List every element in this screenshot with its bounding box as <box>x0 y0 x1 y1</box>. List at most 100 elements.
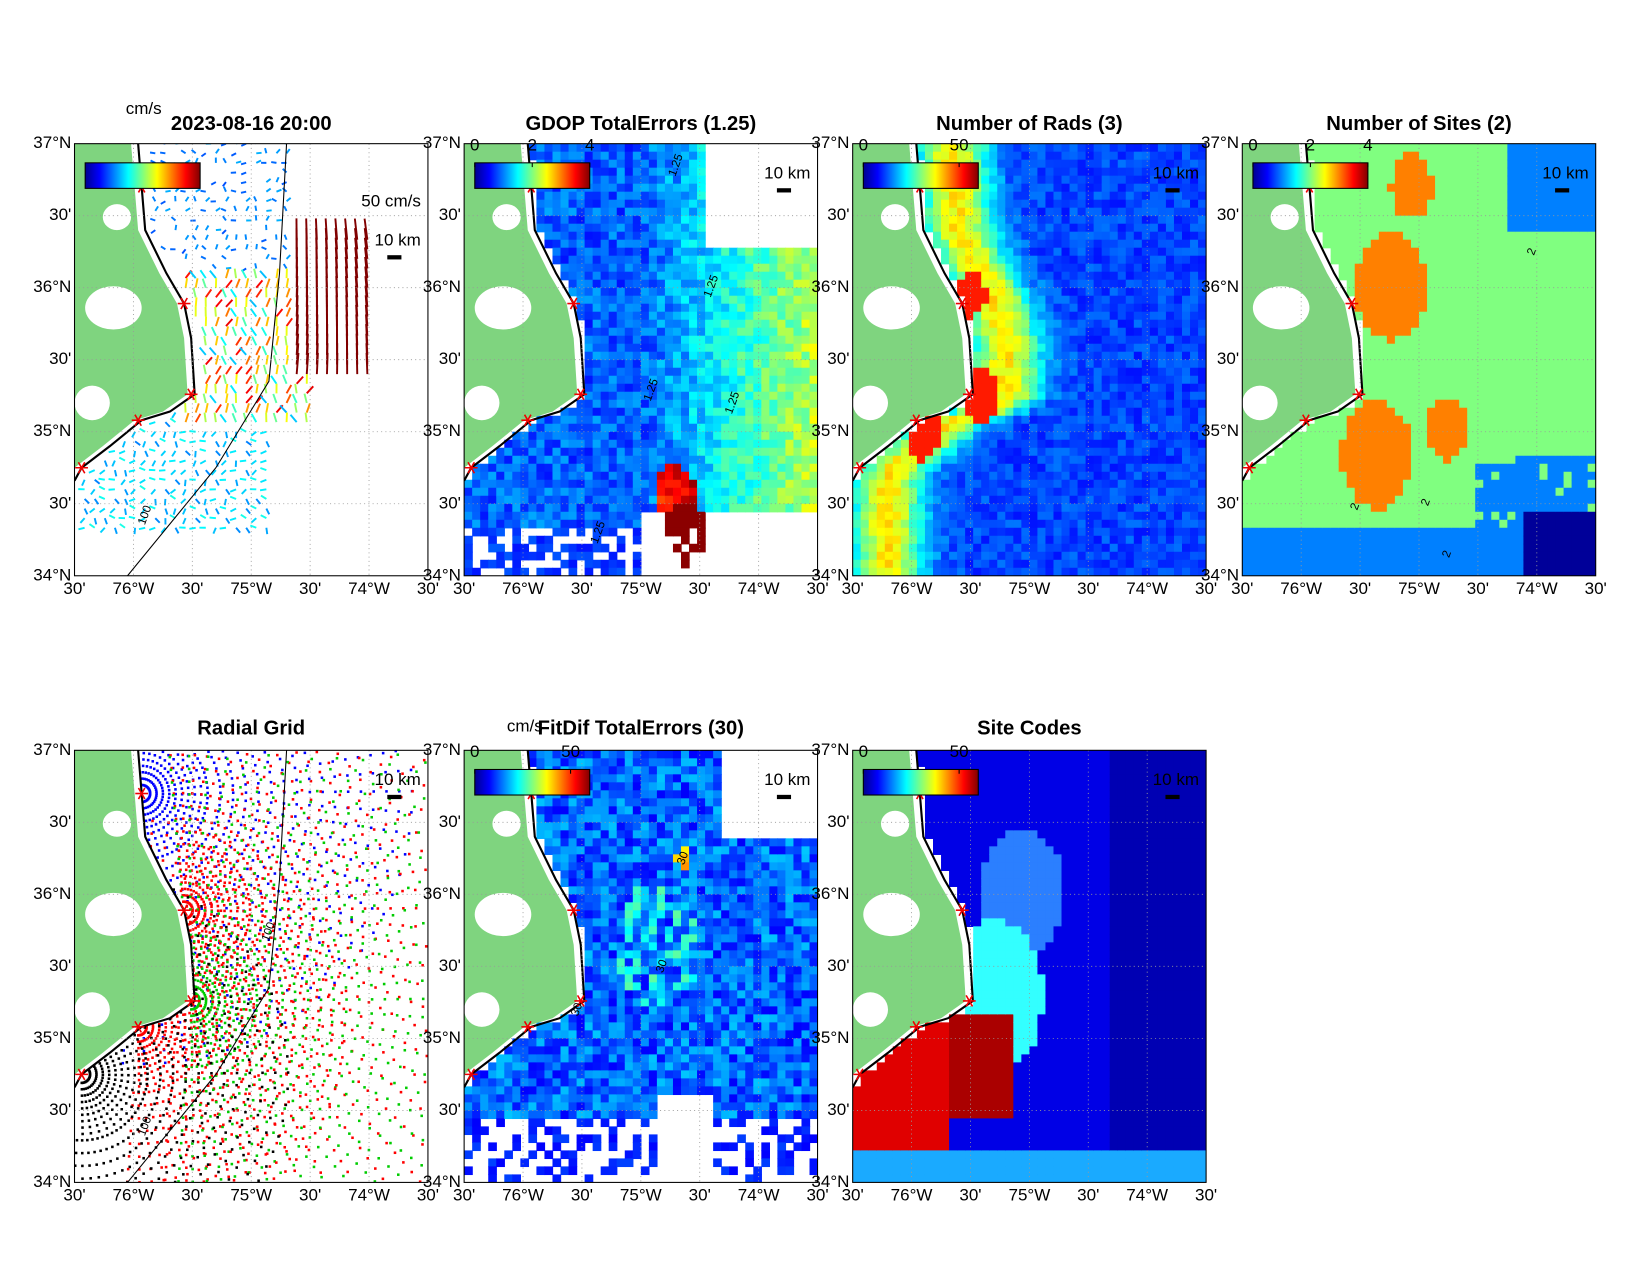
cell <box>785 431 795 441</box>
cell <box>689 519 698 529</box>
cell <box>568 207 578 217</box>
cell <box>1013 503 1022 513</box>
cell <box>965 231 974 241</box>
cell <box>1093 391 1103 401</box>
cell <box>536 431 546 441</box>
cell <box>1173 359 1183 369</box>
cell <box>681 143 690 153</box>
current-vector <box>174 479 181 486</box>
cell <box>1330 231 1340 241</box>
cell <box>1378 535 1388 545</box>
cell <box>713 415 722 425</box>
cell <box>624 407 634 417</box>
cell <box>1410 415 1420 425</box>
cell <box>1117 159 1127 169</box>
cell <box>632 479 642 489</box>
cell <box>1370 367 1380 377</box>
cell <box>1061 479 1071 489</box>
cell <box>1141 279 1151 289</box>
cell <box>1101 311 1111 321</box>
cell <box>1013 423 1022 433</box>
cell <box>721 255 730 265</box>
cell <box>681 223 690 233</box>
cell <box>1266 543 1276 553</box>
cell <box>745 391 754 401</box>
cell <box>560 559 570 569</box>
cell <box>900 535 910 545</box>
cell <box>560 447 570 457</box>
cell <box>1402 375 1412 385</box>
cell <box>576 215 586 225</box>
cell <box>713 263 722 273</box>
cell <box>1165 391 1175 401</box>
cell <box>989 159 998 169</box>
cell <box>777 423 787 433</box>
cell <box>1093 167 1103 177</box>
cell <box>640 487 650 497</box>
cell <box>1378 439 1388 449</box>
cell <box>997 447 1006 457</box>
cell <box>1173 567 1183 576</box>
current-vector <box>285 393 292 404</box>
cell <box>681 287 690 297</box>
current-vector <box>90 488 96 496</box>
cell <box>989 215 998 225</box>
cell <box>957 415 966 425</box>
cell <box>1029 223 1039 233</box>
cell <box>1394 199 1404 209</box>
cell <box>1053 191 1063 201</box>
cell <box>1346 231 1356 241</box>
current-vector <box>180 189 186 193</box>
cell <box>1069 399 1079 409</box>
cell <box>1198 431 1207 441</box>
cell <box>568 463 578 473</box>
cell <box>1117 319 1127 329</box>
current-vector <box>235 374 238 384</box>
cell <box>1133 487 1143 497</box>
current-vector <box>231 412 237 423</box>
cell <box>1402 295 1412 305</box>
cell <box>908 503 918 513</box>
site-marker <box>912 414 921 427</box>
cell <box>777 271 787 281</box>
current-vector <box>265 215 270 221</box>
cell <box>1117 431 1127 441</box>
cell <box>916 455 926 465</box>
cell <box>592 167 602 177</box>
current-vector <box>275 326 279 336</box>
cell <box>1149 343 1159 353</box>
cell <box>552 487 562 497</box>
cell <box>1394 431 1404 441</box>
cell <box>1101 535 1111 545</box>
cell <box>1077 359 1087 369</box>
colorbar <box>84 162 201 189</box>
cell <box>1085 255 1095 265</box>
cell <box>1037 439 1047 449</box>
cell <box>1069 367 1079 377</box>
cell <box>1037 215 1047 225</box>
cell <box>785 255 795 265</box>
cell <box>1085 167 1095 177</box>
cell <box>989 391 998 401</box>
cell <box>592 191 602 201</box>
current-vector <box>209 498 217 502</box>
current-vector <box>189 526 196 530</box>
cell <box>1173 511 1183 521</box>
current-vector <box>88 469 96 474</box>
cell <box>632 375 642 385</box>
cell <box>1157 239 1167 249</box>
cell <box>1013 255 1022 265</box>
cell <box>1378 495 1388 505</box>
cell <box>584 543 594 553</box>
cell <box>793 375 803 385</box>
cell <box>1173 247 1183 257</box>
cell <box>520 543 530 553</box>
cell <box>1354 399 1364 409</box>
cell <box>1190 543 1199 553</box>
cell <box>536 223 546 233</box>
cell <box>1029 295 1039 305</box>
cell <box>1013 143 1022 153</box>
cell <box>1402 383 1412 393</box>
cell <box>1021 495 1031 505</box>
cell <box>1029 431 1039 441</box>
